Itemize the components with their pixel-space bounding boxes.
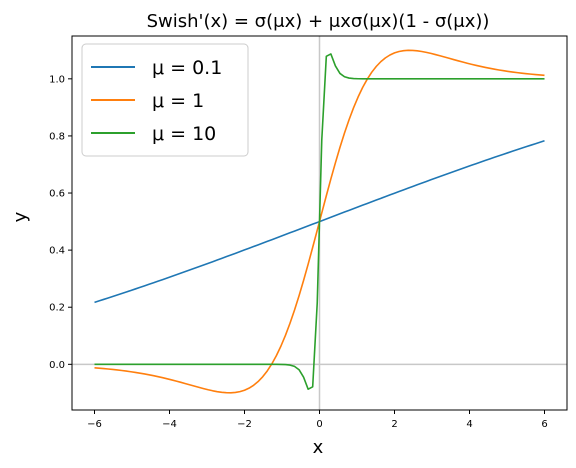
y-tick-label: 0.4 bbox=[49, 246, 65, 257]
y-axis-ticks: 0.0 0.2 0.4 0.6 0.8 1.0 bbox=[49, 74, 72, 371]
legend-label-1: μ = 0.1 bbox=[152, 57, 222, 79]
x-tick-label: 6 bbox=[541, 419, 547, 430]
y-tick-label: 1.0 bbox=[49, 74, 65, 85]
x-tick-label: 0 bbox=[316, 419, 322, 430]
y-tick-label: 0.0 bbox=[49, 360, 65, 371]
x-tick-label: 2 bbox=[391, 419, 397, 430]
y-axis-label: y bbox=[10, 211, 31, 222]
x-axis-label: x bbox=[313, 437, 324, 458]
legend-label-2: μ = 1 bbox=[152, 90, 204, 112]
x-tick-label: −4 bbox=[162, 419, 177, 430]
legend-label-3: μ = 10 bbox=[152, 123, 216, 145]
series-lines bbox=[94, 49, 545, 394]
y-tick-label: 0.2 bbox=[49, 303, 65, 314]
x-axis-ticks: −6 −4 −2 0 2 4 6 bbox=[87, 410, 548, 430]
y-tick-label: 0.6 bbox=[49, 189, 65, 200]
x-tick-label: −6 bbox=[87, 419, 102, 430]
legend-box bbox=[81, 43, 249, 157]
series-line-3 bbox=[94, 53, 545, 390]
chart-title: Swish'(x) = σ(μx) + μxσ(μx)(1 - σ(μx)) bbox=[147, 11, 490, 32]
y-tick-label: 0.8 bbox=[49, 131, 65, 142]
x-tick-label: −2 bbox=[237, 419, 252, 430]
legend: μ = 0.1 μ = 1 μ = 10 bbox=[81, 43, 249, 157]
x-tick-label: 4 bbox=[466, 419, 472, 430]
